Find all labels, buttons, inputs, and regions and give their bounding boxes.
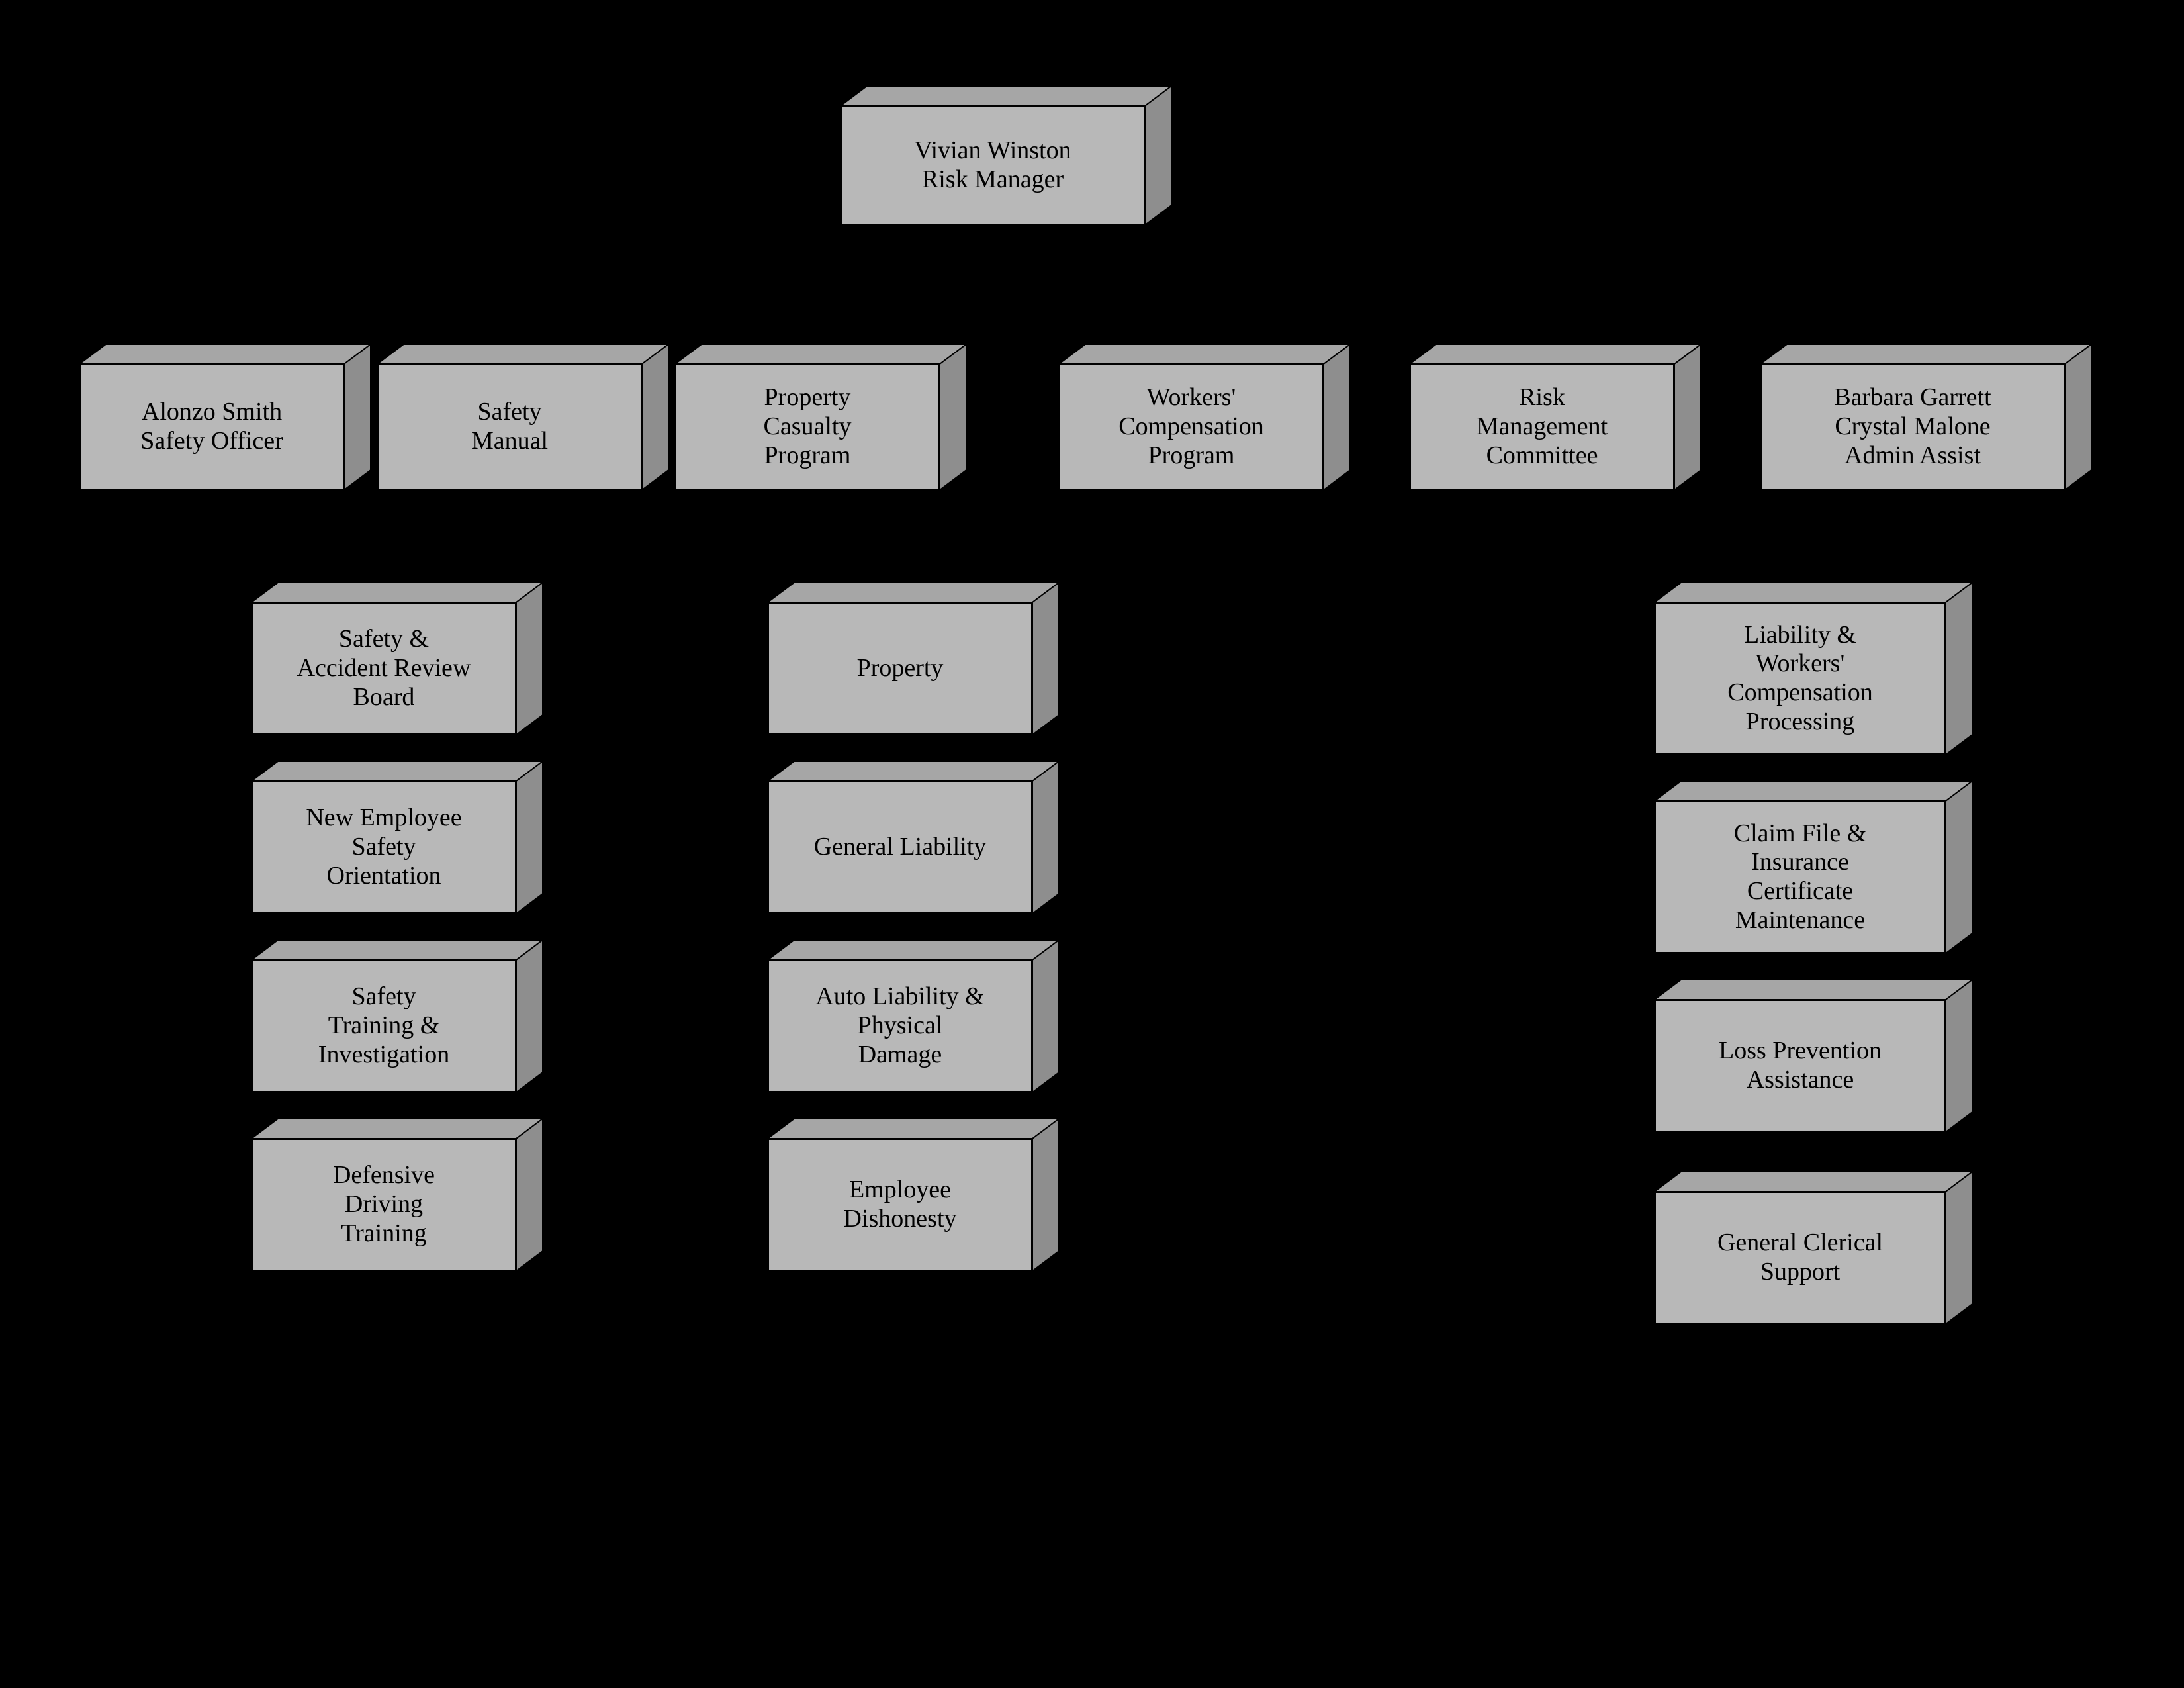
node-label: Auto Liability &PhysicalDamage	[815, 982, 984, 1069]
node-face: Alonzo SmithSafety Officer	[79, 364, 344, 490]
node-face: RiskManagementCommittee	[1410, 364, 1674, 490]
node-face: General Liability	[768, 781, 1032, 914]
node-face: Claim File &InsuranceCertificateMaintena…	[1655, 801, 1946, 953]
org-node-r1c4: Workers'CompensationProgram	[1059, 344, 1350, 490]
org-chart-canvas: { "chart": { "type": "tree", "canvas": {…	[0, 0, 2184, 1688]
node-label: Vivian WinstonRisk Manager	[914, 136, 1071, 194]
org-node-r1c3: PropertyCasualtyProgram	[675, 344, 966, 490]
org-node-p4: EmployeeDishonesty	[768, 1119, 1059, 1271]
node-face: Workers'CompensationProgram	[1059, 364, 1324, 490]
node-face: SafetyTraining &Investigation	[251, 960, 516, 1092]
node-label: EmployeeDishonesty	[844, 1176, 957, 1233]
node-label: SafetyManual	[471, 398, 548, 455]
org-node-b2: Claim File &InsuranceCertificateMaintena…	[1655, 781, 1972, 953]
node-face: SafetyManual	[377, 364, 642, 490]
org-node-p2: General Liability	[768, 761, 1059, 914]
node-face: Safety &Accident ReviewBoard	[251, 602, 516, 735]
org-node-a3: SafetyTraining &Investigation	[251, 940, 543, 1092]
node-face: DefensiveDrivingTraining	[251, 1139, 516, 1271]
node-face: EmployeeDishonesty	[768, 1139, 1032, 1271]
node-face: PropertyCasualtyProgram	[675, 364, 940, 490]
org-node-b3: Loss PreventionAssistance	[1655, 980, 1972, 1132]
node-label: Loss PreventionAssistance	[1719, 1037, 1882, 1094]
node-face: General ClericalSupport	[1655, 1192, 1946, 1324]
org-node-root: Vivian WinstonRisk Manager	[841, 86, 1171, 225]
org-node-r1c5: RiskManagementCommittee	[1410, 344, 1701, 490]
node-label: Property	[857, 654, 944, 683]
org-node-a2: New EmployeeSafetyOrientation	[251, 761, 543, 914]
node-label: Alonzo SmithSafety Officer	[140, 398, 283, 455]
org-node-b1: Liability &Workers'CompensationProcessin…	[1655, 583, 1972, 755]
node-label: SafetyTraining &Investigation	[318, 982, 449, 1069]
node-label: Safety &Accident ReviewBoard	[297, 625, 471, 712]
org-node-r1c1: Alonzo SmithSafety Officer	[79, 344, 371, 490]
org-node-r1c6: Barbara GarrettCrystal MaloneAdmin Assis…	[1760, 344, 2091, 490]
node-label: New EmployeeSafetyOrientation	[306, 804, 461, 890]
org-node-p1: Property	[768, 583, 1059, 735]
node-label: Barbara GarrettCrystal MaloneAdmin Assis…	[1834, 383, 1991, 470]
node-face: Vivian WinstonRisk Manager	[841, 106, 1145, 225]
org-node-a1: Safety &Accident ReviewBoard	[251, 583, 543, 735]
node-face: Liability &Workers'CompensationProcessin…	[1655, 602, 1946, 755]
org-node-r1c2: SafetyManual	[377, 344, 668, 490]
node-label: PropertyCasualtyProgram	[764, 383, 852, 470]
org-node-a4: DefensiveDrivingTraining	[251, 1119, 543, 1271]
node-label: General Liability	[814, 833, 987, 862]
node-face: Loss PreventionAssistance	[1655, 1000, 1946, 1132]
node-face: Auto Liability &PhysicalDamage	[768, 960, 1032, 1092]
node-face: Barbara GarrettCrystal MaloneAdmin Assis…	[1760, 364, 2065, 490]
node-label: DefensiveDrivingTraining	[333, 1161, 435, 1248]
node-label: Liability &Workers'CompensationProcessin…	[1727, 621, 1873, 737]
node-label: Workers'CompensationProgram	[1118, 383, 1264, 470]
org-node-b4: General ClericalSupport	[1655, 1172, 1972, 1324]
node-label: Claim File &InsuranceCertificateMaintena…	[1734, 820, 1867, 935]
node-label: General ClericalSupport	[1717, 1229, 1883, 1286]
org-node-p3: Auto Liability &PhysicalDamage	[768, 940, 1059, 1092]
node-label: RiskManagementCommittee	[1477, 383, 1608, 470]
node-face: Property	[768, 602, 1032, 735]
node-face: New EmployeeSafetyOrientation	[251, 781, 516, 914]
